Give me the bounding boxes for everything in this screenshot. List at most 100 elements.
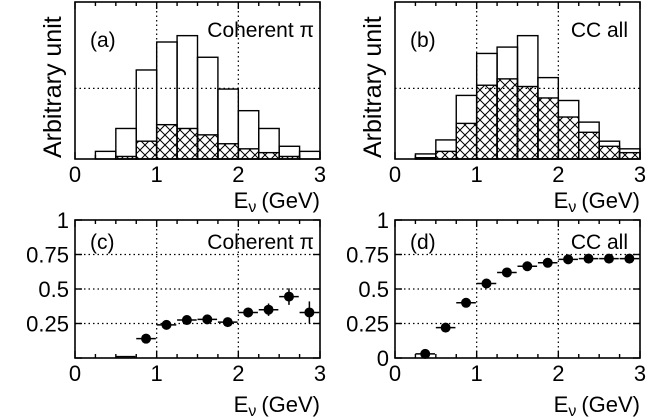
panel-a-bar-hatched	[176, 127, 199, 160]
panel-d-marker	[440, 322, 451, 333]
panel-a-xlabel-unit: (GeV)	[261, 188, 320, 213]
panel-b-bar-hatched	[496, 78, 519, 160]
panel-c-yticks: 0.25 0.5 0.75 1	[26, 208, 320, 359]
panel-d-data-point	[619, 253, 640, 264]
panel-d-xtick-label: 2	[552, 361, 564, 386]
panel-a-ylabel: Arbitrary unit	[39, 16, 67, 158]
panel-c-marker	[263, 304, 274, 315]
panel-b: (b) CC all 0 1 2 3 Arbitrary unit	[359, 1, 646, 187]
panel-d-marker	[603, 253, 614, 264]
panel-a-bar-hatched	[217, 143, 240, 160]
panel-c-xtick-label: 3	[314, 361, 326, 386]
panel-b-xtick-label: 2	[552, 162, 564, 187]
panel-d-marker	[624, 253, 635, 264]
panel-d-data-point	[435, 322, 456, 333]
panel-b-bar-hatched	[475, 84, 498, 160]
panel-b-xticks: 0 1 2 3	[389, 2, 646, 187]
panel-c-marker	[202, 314, 213, 325]
panel-c-ytick-label: 0.75	[26, 243, 69, 268]
panel-a-xtick-label: 2	[232, 162, 244, 187]
panel-d-data-point	[558, 254, 578, 265]
panel-a-bar-hatched	[155, 123, 178, 160]
panel-a-bar-hatched	[258, 151, 280, 160]
panel-c-marker	[243, 307, 254, 318]
panel-b-bar-hatched	[557, 116, 580, 160]
panel-b-bar-hatched	[435, 150, 457, 160]
panel-a-bar-outline	[94, 150, 117, 160]
panel-d-data-point	[578, 253, 599, 264]
panel-d-xtick-label: 0	[389, 361, 401, 386]
panel-d-xticks: 0 1 2 3	[389, 220, 646, 386]
panel-b-xlabel: Eν (GeV)	[554, 188, 640, 216]
panel-a-xtick-label: 3	[314, 162, 326, 187]
panel-d-tag: (d)	[410, 231, 436, 254]
panel-b-bar-hatched	[598, 145, 621, 160]
panel-d-data-point	[456, 297, 476, 308]
panel-c-data-point	[299, 301, 320, 324]
panel-a-bar-hatched	[196, 134, 219, 160]
panel-b-xtick-label: 3	[634, 162, 646, 187]
panel-d-xlabel-main: E	[554, 392, 569, 417]
panel-a: (a) Coherent π 0 1 2 3 Arbitrary unit	[39, 1, 326, 187]
panel-c-tag: (c)	[90, 231, 115, 254]
panel-c-title: Coherent π	[207, 231, 314, 254]
panel-b-bar-hatched	[537, 97, 560, 160]
panel-a-bar-outline	[298, 150, 321, 160]
panel-a-tag: (a)	[90, 29, 116, 52]
panel-b-tag: (b)	[410, 29, 436, 52]
panel-d-marker	[583, 253, 594, 264]
panel-c-xlabel: Eν (GeV)	[234, 392, 320, 418]
panel-c-xlabel-sub: ν	[248, 403, 256, 418]
panel-a-xticks: 0 1 2 3	[69, 2, 326, 187]
panel-d-marker	[461, 297, 472, 308]
panel-a-bar-hatched	[135, 140, 158, 160]
panel-b-ylabel: Arbitrary unit	[359, 16, 387, 158]
panel-d-xlabel-sub: ν	[568, 403, 576, 418]
panel-a-bar-outline	[115, 127, 137, 160]
panel-a-xlabel-main: E	[234, 188, 249, 213]
panel-c-data-point	[238, 307, 258, 318]
panel-c-xtick-label: 1	[151, 361, 163, 386]
panel-d-xlabel-unit: (GeV)	[581, 392, 640, 417]
panel-d-points	[415, 253, 640, 359]
panel-c-ytick-label: 0.25	[26, 312, 69, 337]
panel-c-marker	[141, 333, 152, 344]
panel-c-data-point	[156, 319, 177, 330]
panel-c: (c) Coherent π 0 1 2 3 0.25 0.5 0.75 1	[26, 208, 326, 386]
panel-c-marker	[283, 291, 294, 302]
panel-c-marker	[222, 317, 233, 328]
panel-a-title: Coherent π	[207, 19, 314, 42]
panel-b-bar-hatched	[618, 151, 641, 160]
panel-b-bar-hatched	[455, 122, 478, 160]
panel-b-bars	[414, 34, 641, 160]
panel-a-bars	[94, 34, 321, 160]
panel-d-data-point	[517, 261, 538, 272]
panel-d-marker	[563, 254, 574, 265]
panel-c-marker	[161, 319, 172, 330]
panel-c-points	[115, 288, 320, 358]
panel-d-ytick-label: 0.75	[346, 243, 389, 268]
panel-d-marker	[522, 261, 533, 272]
panel-b-xlabel-main: E	[554, 188, 569, 213]
panel-d-marker	[542, 257, 553, 268]
panel-d-yticks: 0 0.25 0.5 0.75 1	[346, 208, 640, 371]
panel-c-xticks: 0 1 2 3	[69, 220, 326, 386]
panel-c-data-point	[136, 333, 156, 344]
panel-c-data-point	[217, 317, 238, 328]
panel-c-xtick-label: 2	[232, 361, 244, 386]
panel-b-bar-hatched	[516, 85, 539, 160]
panel-c-ytick-label: 0.5	[38, 277, 69, 302]
panel-a-bar-hatched	[237, 148, 260, 160]
panel-b-xlabel-unit: (GeV)	[581, 188, 640, 213]
panel-c-marker	[304, 307, 315, 318]
panel-a-xtick-label: 1	[151, 162, 163, 187]
panel-d-marker	[481, 278, 492, 289]
panel-b-xlabel-sub: ν	[568, 199, 576, 216]
panel-d-xtick-label: 1	[471, 361, 483, 386]
panel-c-marker	[181, 315, 192, 326]
panel-d-marker	[420, 348, 431, 359]
panel-d-data-point	[599, 253, 619, 264]
panel-d-ytick-label: 0	[377, 346, 389, 371]
panel-d-ytick-label: 0.25	[346, 312, 389, 337]
